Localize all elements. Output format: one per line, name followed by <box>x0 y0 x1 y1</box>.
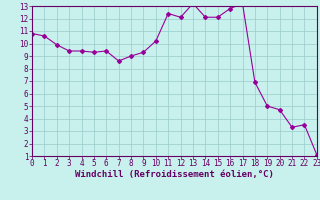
X-axis label: Windchill (Refroidissement éolien,°C): Windchill (Refroidissement éolien,°C) <box>75 170 274 179</box>
